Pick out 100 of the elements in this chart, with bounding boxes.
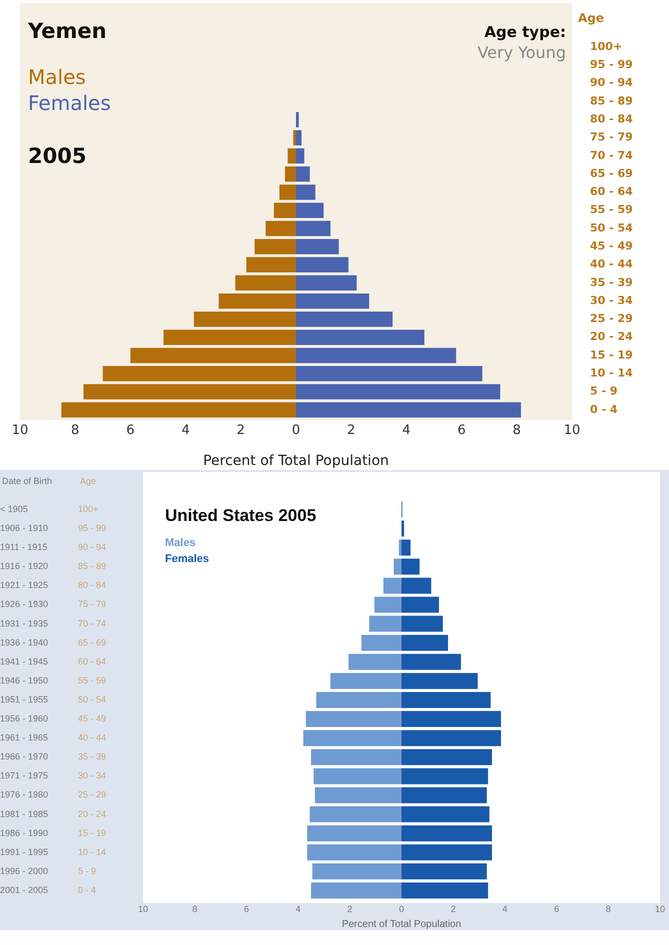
y2-tick-label: 1956 - 1960 — [0, 714, 48, 724]
y-tick-label: 25 - 29 — [78, 790, 106, 800]
bar — [254, 239, 296, 254]
x-tick-label: 8 — [192, 904, 198, 914]
bar — [130, 348, 296, 364]
bar — [402, 730, 502, 746]
x-axis-title: Percent of Total Population — [203, 453, 389, 470]
x-tick-label: 10 — [654, 904, 665, 914]
y-tick-label: 55 - 59 — [590, 203, 633, 216]
x-tick-label: 10 — [12, 423, 28, 438]
x-tick-label: 4 — [296, 904, 301, 914]
y-tick-label: 15 - 19 — [590, 348, 633, 362]
bar — [402, 882, 488, 898]
bar — [296, 293, 370, 309]
bar — [383, 578, 402, 594]
bar — [369, 616, 402, 632]
bar — [296, 366, 482, 382]
y-tick-label: 60 - 64 — [590, 185, 634, 198]
y-tick-label: 65 - 69 — [590, 166, 633, 180]
x-tick-label: 8 — [606, 904, 611, 914]
y-tick-label: 25 - 29 — [590, 312, 633, 326]
y-axis-title: Age — [578, 11, 604, 25]
y-axis-title: Age — [80, 476, 96, 486]
y2-tick-label: 1996 - 2000 — [0, 866, 48, 876]
bar — [398, 540, 402, 556]
bar — [218, 293, 296, 309]
y-tick-label: 40 - 44 — [590, 258, 634, 271]
bar — [306, 711, 402, 728]
bar — [402, 806, 490, 822]
y-tick-label: 70 - 74 — [590, 148, 634, 162]
y2-tick-label: 2001 - 2005 — [0, 884, 48, 895]
bar — [296, 166, 310, 182]
bar — [274, 202, 296, 218]
x-tick-label: 8 — [512, 423, 521, 438]
bar — [61, 402, 296, 418]
y2-tick-label: 1941 - 1945 — [0, 656, 48, 666]
bar — [402, 863, 487, 880]
bar — [402, 578, 432, 594]
y2-tick-label: 1971 - 1975 — [0, 770, 48, 781]
x-tick-label: 6 — [244, 904, 249, 914]
annotation: Very Young — [477, 43, 566, 62]
bar — [296, 402, 521, 418]
bar — [394, 558, 402, 575]
bar — [402, 654, 461, 670]
y-tick-label: 35 - 39 — [78, 752, 106, 762]
y-tick-label: 20 - 24 — [78, 808, 106, 819]
bar — [296, 220, 330, 236]
text: Females — [28, 91, 111, 115]
y-tick-label: 85 - 89 — [590, 94, 633, 108]
y2-tick-label: 1911 - 1915 — [0, 542, 48, 552]
bar — [402, 596, 439, 613]
y-tick-label: 75 - 79 — [78, 599, 106, 610]
bar — [279, 184, 296, 200]
y-tick-label: 65 - 69 — [78, 637, 106, 648]
x-tick-label: 0 — [292, 423, 300, 438]
x-tick-label: 6 — [457, 423, 466, 438]
bar — [296, 184, 316, 200]
bar — [348, 654, 402, 670]
y2-tick-label: 1986 - 1990 — [0, 828, 48, 838]
y-tick-label: 10 - 14 — [590, 366, 634, 380]
bar — [402, 672, 478, 689]
y-tick-label: 100+ — [78, 504, 98, 514]
y-tick-label: 90 - 94 — [590, 76, 634, 90]
chart-title: Yemen — [27, 19, 107, 43]
y-tick-label: 45 - 49 — [590, 240, 633, 252]
chart-title: United States 2005 — [165, 506, 316, 525]
bar — [284, 166, 296, 182]
bar — [314, 787, 402, 804]
bar — [311, 882, 402, 898]
x-axis-title: Percent of Total Population — [342, 918, 462, 930]
y2-tick-label: 1931 - 1935 — [0, 618, 48, 628]
bar — [361, 634, 402, 651]
bar — [402, 844, 492, 860]
x-tick-label: 6 — [126, 423, 135, 438]
bar — [296, 330, 424, 345]
bar — [402, 520, 404, 537]
bar — [402, 825, 492, 842]
y2-tick-label: 1906 - 1910 — [0, 523, 48, 534]
x-tick-label: 4 — [502, 904, 508, 914]
y-tick-label: 35 - 39 — [590, 276, 633, 289]
bar — [296, 112, 299, 128]
bar — [296, 312, 393, 327]
bar — [310, 806, 402, 822]
bar — [296, 275, 357, 291]
y-tick-label: 50 - 54 — [590, 221, 634, 234]
bar — [307, 825, 402, 842]
y-tick-label: 30 - 34 — [78, 770, 106, 781]
y-tick-label: 70 - 74 — [78, 618, 106, 628]
y-tick-label: 15 - 19 — [78, 828, 106, 838]
bar — [296, 148, 304, 164]
y-tick-label: 60 - 64 — [78, 656, 106, 666]
bar — [307, 844, 402, 860]
bar — [316, 692, 402, 708]
bar — [402, 540, 411, 556]
x-tick-label: 2 — [347, 904, 352, 914]
bar — [402, 616, 443, 632]
y2-tick-label: 1966 - 1970 — [0, 752, 48, 762]
bar — [402, 768, 488, 784]
bar — [296, 384, 500, 400]
y-tick-label: 5 - 9 — [78, 866, 96, 876]
